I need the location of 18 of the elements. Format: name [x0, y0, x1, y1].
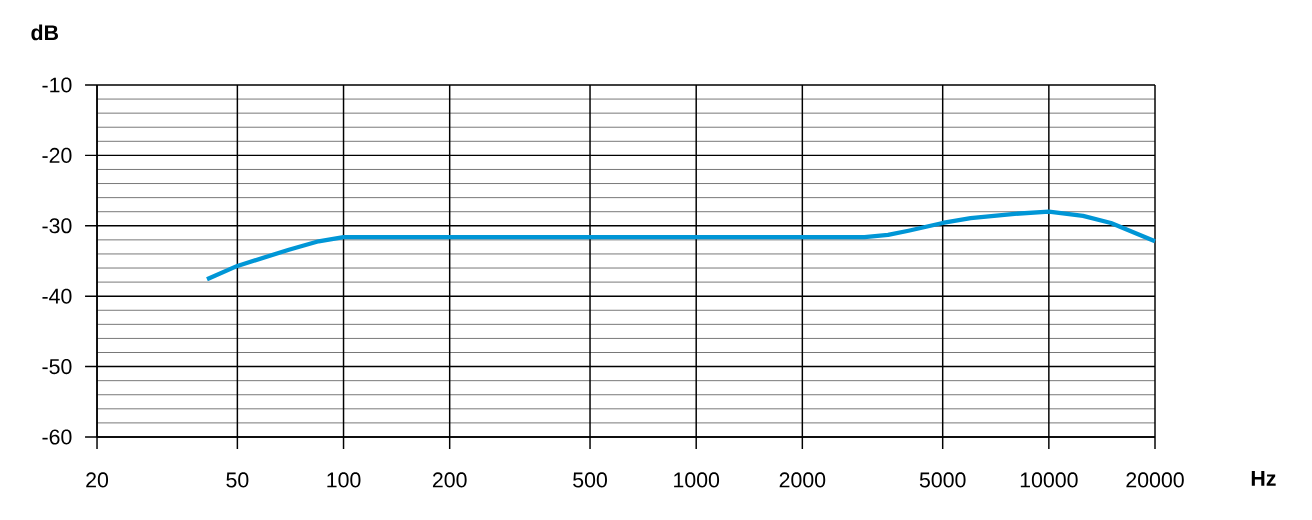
x-axis-title: Hz — [1251, 471, 1276, 486]
x-tick-label: 20000 — [1126, 472, 1184, 488]
x-tick-label: 200 — [432, 472, 467, 488]
y-axis-title: dB — [31, 24, 58, 41]
x-tick-label: 50 — [226, 472, 249, 488]
y-tick-label: -40 — [42, 288, 72, 304]
y-tick-label: -60 — [42, 429, 72, 445]
y-tick-label: -50 — [42, 359, 72, 375]
y-tick-label: -20 — [42, 147, 72, 163]
x-tick-label: 100 — [327, 472, 361, 488]
x-tick-label: 5000 — [919, 472, 966, 488]
x-tick-label: 500 — [573, 472, 607, 488]
y-tick-label: -10 — [42, 77, 72, 93]
x-tick-label: 2000 — [779, 472, 826, 488]
x-tick-label: 20 — [86, 472, 109, 488]
x-tick-label: 1000 — [674, 472, 720, 488]
x-tick-label: 10000 — [1020, 472, 1078, 488]
y-tick-label: -30 — [42, 218, 72, 234]
